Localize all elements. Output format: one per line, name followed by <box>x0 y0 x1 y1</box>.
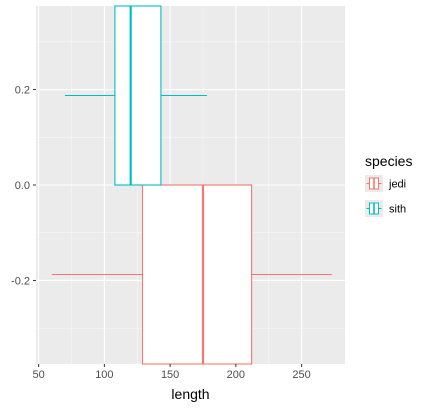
x-tick-label: 100 <box>95 369 113 381</box>
box-sith <box>64 5 207 186</box>
legend-label: sith <box>389 204 406 216</box>
legend-item-sith: sith <box>365 200 406 217</box>
y-tick-label: 0.2 <box>15 85 30 97</box>
y-tick-label: -0.2 <box>11 275 30 287</box>
x-tick-label: 200 <box>227 369 245 381</box>
legend-title: species <box>365 153 412 169</box>
x-axis: 50 100 150 200 250 <box>33 364 311 381</box>
x-axis-title: length <box>171 386 209 402</box>
x-tick-label: 250 <box>292 369 310 381</box>
legend-label: jedi <box>388 179 406 191</box>
y-axis: -0.2 0.0 0.2 <box>11 85 36 287</box>
legend: species jedi sith <box>365 153 412 217</box>
box-jedi <box>51 184 332 365</box>
y-tick-label: 0.0 <box>15 180 30 192</box>
legend-item-jedi: jedi <box>365 175 406 192</box>
box-iqr <box>141 184 253 365</box>
boxes <box>51 5 332 365</box>
box-iqr <box>114 5 162 186</box>
x-tick-label: 150 <box>161 369 179 381</box>
x-tick-label: 50 <box>33 369 45 381</box>
